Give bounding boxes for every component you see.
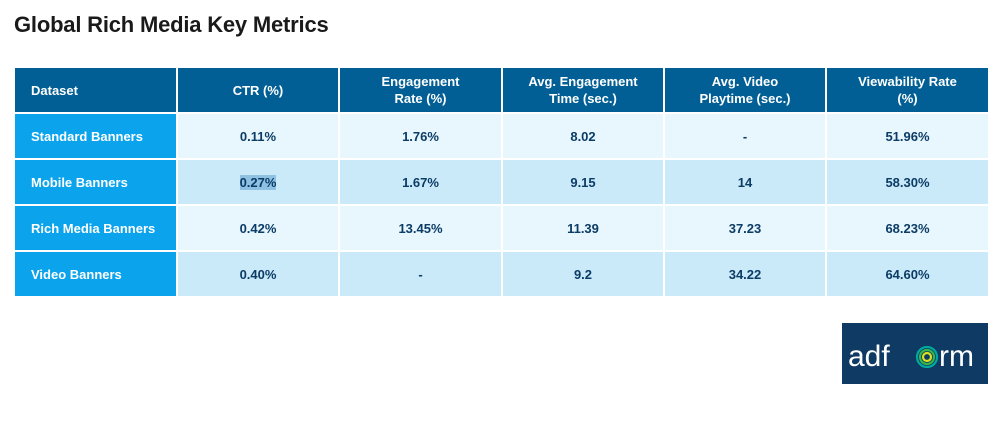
table-row: Standard Banners 0.11% 1.76% 8.02 - 51.9… <box>13 112 990 160</box>
viewability-rate-cell: 64.60% <box>825 250 990 298</box>
table-row: Mobile Banners 0.27% 1.67% 9.15 14 58.30… <box>13 158 990 206</box>
avg-engagement-time-cell: 9.15 <box>501 158 665 206</box>
ctr-cell: 0.27% <box>176 158 340 206</box>
ctr-cell: 0.40% <box>176 250 340 298</box>
avg-video-playtime-cell: 37.23 <box>663 204 827 252</box>
engagement-rate-cell: 1.76% <box>338 112 503 160</box>
avg-video-playtime-cell: - <box>663 112 827 160</box>
table-row: Rich Media Banners 0.42% 13.45% 11.39 37… <box>13 204 990 252</box>
header-line: Time (sec.) <box>549 91 617 106</box>
row-label: Mobile Banners <box>13 158 178 206</box>
column-header-engagement-rate: Engagement Rate (%) <box>338 66 503 114</box>
column-header-viewability-rate: Viewability Rate (%) <box>825 66 990 114</box>
table-header-row: Dataset CTR (%) Engagement Rate (%) Avg.… <box>13 66 990 114</box>
avg-engagement-time-cell: 8.02 <box>501 112 665 160</box>
engagement-rate-cell: - <box>338 250 503 298</box>
column-header-avg-video-playtime: Avg. Video Playtime (sec.) <box>663 66 827 114</box>
avg-video-playtime-cell: 34.22 <box>663 250 827 298</box>
viewability-rate-cell: 68.23% <box>825 204 990 252</box>
column-header-dataset: Dataset <box>13 66 178 114</box>
header-line: Dataset <box>31 82 78 98</box>
engagement-rate-cell: 13.45% <box>338 204 503 252</box>
row-label: Standard Banners <box>13 112 178 160</box>
column-header-ctr: CTR (%) <box>176 66 340 114</box>
header-line: (%) <box>897 91 918 106</box>
engagement-rate-cell: 1.67% <box>338 158 503 206</box>
header-line: Viewability Rate <box>858 74 957 89</box>
selected-text[interactable]: 0.27% <box>239 174 277 190</box>
avg-engagement-time-cell: 9.2 <box>501 250 665 298</box>
row-label: Video Banners <box>13 250 178 298</box>
adform-logo-icon: adf rm <box>842 323 988 384</box>
table-row: Video Banners 0.40% - 9.2 34.22 64.60% <box>13 250 990 298</box>
header-line: Playtime (sec.) <box>699 91 791 106</box>
logo-text-left: adf <box>848 340 890 373</box>
ctr-cell: 0.11% <box>176 112 340 160</box>
avg-engagement-time-cell: 11.39 <box>501 204 665 252</box>
header-line: CTR (%) <box>232 82 284 98</box>
logo-text-right: rm <box>939 340 974 373</box>
header-line: Avg. Video <box>711 74 779 89</box>
header-line: Engagement <box>381 74 460 89</box>
viewability-rate-cell: 51.96% <box>825 112 990 160</box>
column-header-avg-engagement-time: Avg. Engagement Time (sec.) <box>501 66 665 114</box>
header-line: Rate (%) <box>394 91 447 106</box>
ctr-cell: 0.42% <box>176 204 340 252</box>
metrics-table: Dataset CTR (%) Engagement Rate (%) Avg.… <box>13 66 990 298</box>
header-line: Avg. Engagement <box>528 74 638 89</box>
row-label: Rich Media Banners <box>13 204 178 252</box>
page-title: Global Rich Media Key Metrics <box>14 12 329 37</box>
viewability-rate-cell: 58.30% <box>825 158 990 206</box>
avg-video-playtime-cell: 14 <box>663 158 827 206</box>
adform-logo: adf rm <box>842 323 988 384</box>
